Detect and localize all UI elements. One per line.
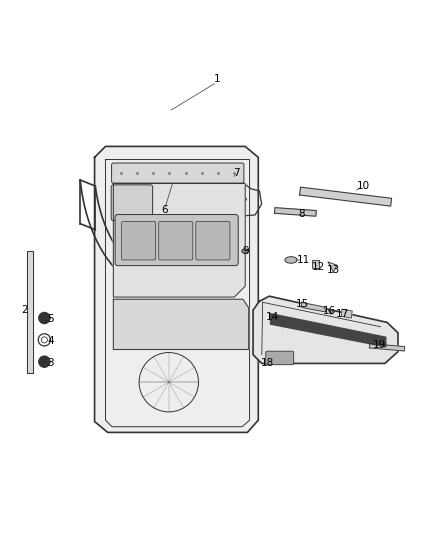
FancyBboxPatch shape <box>196 222 230 260</box>
Polygon shape <box>113 299 249 350</box>
Polygon shape <box>27 251 33 374</box>
Text: 5: 5 <box>48 314 54 324</box>
Text: 1: 1 <box>213 74 220 84</box>
Text: 10: 10 <box>357 181 370 191</box>
Bar <box>311 261 319 268</box>
Text: 7: 7 <box>233 168 240 177</box>
Polygon shape <box>301 302 325 312</box>
Text: 17: 17 <box>336 309 349 319</box>
Polygon shape <box>341 309 352 318</box>
Polygon shape <box>328 262 337 272</box>
Text: 19: 19 <box>373 340 386 350</box>
Polygon shape <box>275 208 316 216</box>
Text: 18: 18 <box>261 358 275 368</box>
Text: 9: 9 <box>243 246 249 256</box>
Polygon shape <box>244 200 251 206</box>
Ellipse shape <box>242 249 249 253</box>
FancyBboxPatch shape <box>112 163 244 183</box>
Text: 12: 12 <box>312 262 325 272</box>
Text: 4: 4 <box>48 336 54 346</box>
Polygon shape <box>300 187 392 206</box>
Text: 11: 11 <box>297 255 310 265</box>
Text: 8: 8 <box>299 209 305 219</box>
Ellipse shape <box>285 257 297 263</box>
FancyBboxPatch shape <box>266 351 293 365</box>
Polygon shape <box>253 296 398 364</box>
FancyBboxPatch shape <box>159 222 193 260</box>
Text: 15: 15 <box>296 298 310 309</box>
Polygon shape <box>113 183 245 297</box>
Circle shape <box>39 312 50 324</box>
Circle shape <box>39 356 50 367</box>
Polygon shape <box>328 309 333 314</box>
Text: 3: 3 <box>48 358 54 368</box>
Polygon shape <box>271 313 386 347</box>
Text: 2: 2 <box>21 305 28 315</box>
Polygon shape <box>370 344 405 351</box>
FancyBboxPatch shape <box>115 215 238 265</box>
FancyBboxPatch shape <box>122 222 155 260</box>
Text: 13: 13 <box>327 264 340 274</box>
FancyBboxPatch shape <box>111 185 152 221</box>
Text: 14: 14 <box>265 312 279 322</box>
Polygon shape <box>95 147 258 432</box>
Text: 16: 16 <box>322 306 336 316</box>
Text: 6: 6 <box>161 205 168 215</box>
